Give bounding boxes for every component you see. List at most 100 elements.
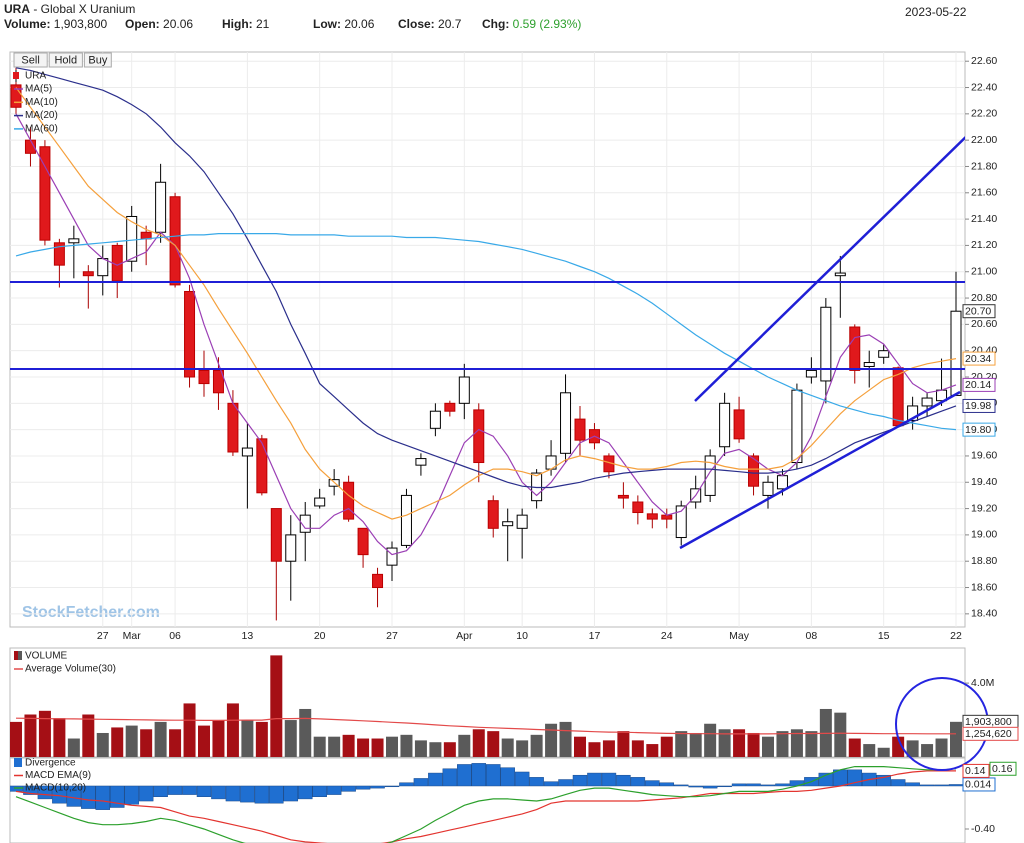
legend-label: Divergence [25, 758, 76, 769]
header-field: Chg: 0.59 (2.93%) [482, 17, 581, 31]
field-value: 21 [256, 17, 270, 31]
watermark: StockFetcher.com [22, 604, 160, 621]
divergence-bar [312, 785, 327, 797]
field-label: Volume: [4, 17, 50, 31]
value-box-label: 20.34 [965, 353, 991, 365]
volume-bar [848, 738, 861, 757]
field-value: 0.59 (2.93%) [513, 17, 582, 31]
divergence-bar [500, 767, 515, 787]
volume-bar [921, 744, 934, 757]
candle-body [227, 402, 239, 453]
divergence-bar [153, 785, 168, 797]
volume-bar [863, 744, 876, 757]
volume-bar [704, 723, 717, 757]
field-label: Open: [125, 17, 160, 31]
candle-body [646, 513, 658, 520]
legend-label: MACD(10,20) [25, 783, 86, 794]
button-frame[interactable] [13, 52, 48, 68]
volume-bar [689, 732, 702, 757]
field-label: Close: [398, 17, 435, 31]
header-field: High: 21 [222, 17, 270, 31]
volume-bar [950, 721, 962, 757]
volume-bar [198, 725, 210, 757]
button-frame[interactable] [48, 52, 83, 68]
x-tick-label: 24 [661, 630, 673, 642]
legend-label: MA(5) [25, 84, 52, 95]
candle-body [400, 494, 412, 546]
value-box [962, 304, 996, 319]
button-frame[interactable] [83, 52, 112, 68]
upper-trend-line [694, 136, 965, 402]
volume-bar [574, 736, 586, 757]
volume-bar [762, 736, 774, 757]
value-box [962, 351, 996, 366]
x-tick-label: 22 [950, 630, 962, 642]
volume-bar [67, 738, 80, 757]
volume-bar [747, 732, 760, 757]
divergence-bar [442, 768, 458, 787]
value-box [962, 726, 1019, 741]
volume-bar [588, 742, 601, 757]
value-box-label: 20.14 [965, 379, 991, 391]
y-tick-label: 21.00 [971, 266, 997, 278]
value-box-label: 0.014 [965, 779, 991, 791]
x-tick-label: 17 [589, 630, 601, 642]
volume-bar [733, 729, 746, 757]
y-tick-label: 19.20 [971, 502, 997, 514]
toolbar-button[interactable]: Buy [83, 52, 112, 68]
divergence-bar [876, 774, 891, 787]
legend-label: MACD EMA(9) [25, 770, 91, 781]
candle-body [357, 527, 369, 556]
divergence-bar [269, 785, 284, 804]
x-tick-label: 20 [314, 630, 326, 642]
y-tick-label: -0.40 [971, 823, 995, 835]
candle-body [574, 418, 586, 441]
header-field: Close: 20.7 [398, 17, 462, 31]
volume-bar [906, 740, 919, 757]
divergence-bar [731, 783, 747, 787]
divergence-bar [775, 783, 790, 787]
x-tick-label: 10 [516, 630, 528, 642]
button-label[interactable]: Sell [21, 54, 39, 66]
header: URA - Global X Uranium 2023-05-22 Volume… [4, 2, 967, 31]
candle-body [791, 389, 803, 464]
header-title: URA - Global X Uranium [4, 2, 135, 16]
value-box [962, 398, 996, 413]
candle-body [560, 392, 572, 454]
volume-bar [516, 740, 529, 757]
volume-bar [559, 721, 572, 757]
volume-bar [602, 740, 615, 757]
value-box [962, 777, 996, 792]
ma-line [15, 233, 957, 431]
candle-body [516, 514, 528, 529]
divergence-bar [890, 779, 906, 787]
button-label[interactable]: Buy [88, 54, 107, 66]
legend-label: MA(20) [25, 110, 58, 121]
header-field: Volume: 1,903,800 [4, 17, 108, 31]
y-tick-label: 22.40 [971, 81, 997, 93]
candle-body [10, 84, 22, 108]
y-tick-label: 4.0M [971, 677, 994, 689]
divergence-bar [702, 785, 718, 789]
volume-bar [400, 734, 413, 757]
volume-bar [96, 732, 109, 757]
y-tick-label: 22.20 [971, 108, 997, 120]
button-label[interactable]: Hold [54, 54, 77, 66]
divergence-bar [601, 772, 617, 787]
toolbar-button[interactable]: Sell [13, 52, 48, 68]
volume-bar [660, 736, 673, 757]
volume-bar [877, 747, 890, 757]
header-field: Low: 20.06 [313, 17, 375, 31]
legend-label: URA [25, 71, 46, 82]
instrument-name: - Global X Uranium [33, 2, 135, 16]
toolbar-button[interactable]: Hold [48, 52, 83, 68]
candle-body [805, 369, 817, 378]
divergence-bar [196, 785, 212, 797]
x-tick-label: 13 [242, 630, 254, 642]
symbol: URA [4, 2, 30, 16]
divergence-bar [211, 785, 226, 800]
divergence-bar [789, 780, 805, 787]
lower-trend-line [679, 390, 961, 550]
volume-bar [255, 721, 268, 757]
